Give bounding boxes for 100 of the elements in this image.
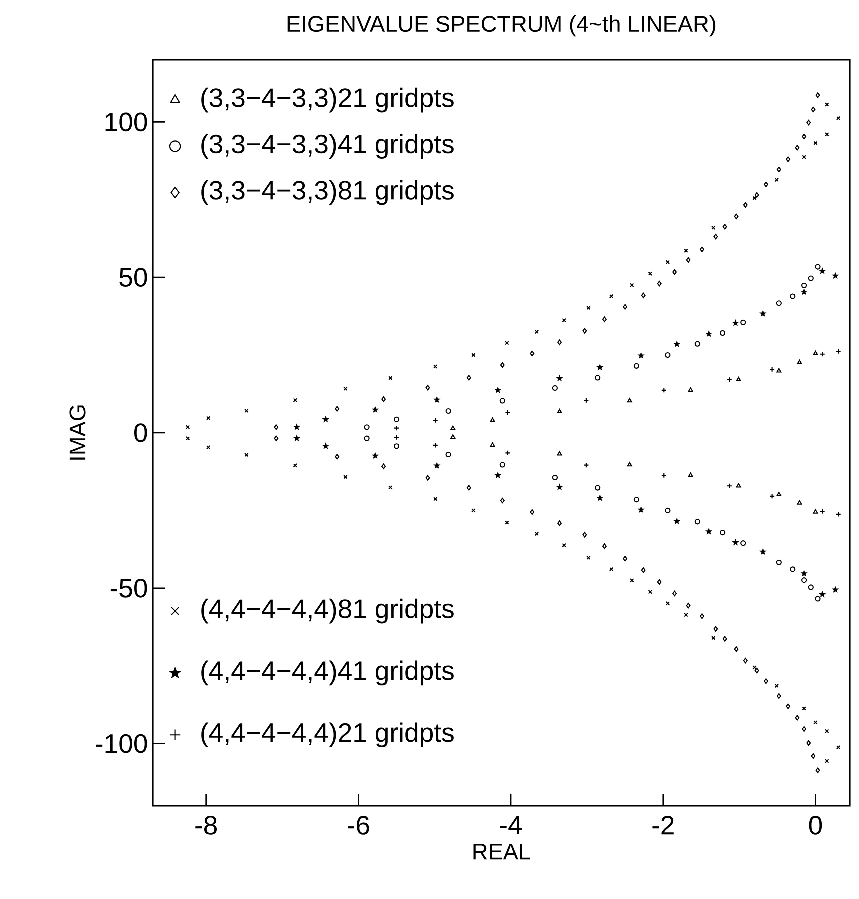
point — [754, 668, 760, 674]
point — [500, 498, 505, 504]
point — [825, 759, 830, 764]
point — [558, 340, 562, 346]
point — [740, 540, 746, 546]
point — [500, 462, 506, 468]
y-tick-label: 100 — [106, 112, 148, 132]
point — [244, 408, 249, 414]
point — [712, 226, 716, 230]
point — [472, 508, 476, 513]
point — [811, 753, 816, 760]
point — [364, 424, 370, 430]
point — [815, 264, 821, 270]
y-tick-label: 50 — [120, 268, 148, 288]
point — [802, 706, 806, 711]
point — [432, 418, 438, 424]
point — [641, 292, 646, 298]
point — [584, 462, 590, 468]
point — [534, 330, 540, 334]
point — [666, 602, 670, 606]
point — [648, 590, 653, 594]
point — [657, 579, 662, 585]
point — [806, 740, 812, 746]
point — [740, 320, 746, 326]
point — [764, 182, 768, 188]
point — [752, 666, 757, 670]
point — [726, 483, 732, 489]
point — [743, 658, 748, 664]
point — [686, 257, 691, 263]
legend-label: (4,4−4−4,4)81 gridpts — [202, 598, 454, 624]
point — [505, 520, 510, 525]
point — [466, 485, 472, 491]
point — [335, 406, 340, 412]
point — [293, 398, 298, 402]
point — [802, 134, 807, 140]
point — [811, 106, 816, 113]
point — [694, 519, 700, 525]
point — [802, 726, 807, 732]
point — [790, 566, 796, 572]
point — [388, 376, 393, 380]
point — [595, 485, 601, 491]
point — [586, 306, 591, 310]
point — [786, 704, 791, 710]
point — [293, 463, 298, 468]
point — [562, 318, 566, 323]
point — [786, 156, 791, 162]
point — [776, 166, 782, 173]
point — [720, 330, 726, 336]
point — [446, 452, 452, 458]
point — [813, 509, 818, 514]
point — [795, 145, 800, 151]
point — [776, 693, 782, 700]
point — [797, 500, 802, 505]
point — [814, 141, 818, 146]
point — [534, 532, 540, 536]
point — [726, 377, 732, 383]
point — [770, 494, 776, 500]
x-tick-label: -2 — [652, 816, 674, 835]
point — [770, 366, 776, 372]
point — [743, 202, 748, 208]
x-axis-title: REAL — [474, 844, 530, 860]
point — [641, 568, 646, 574]
point — [186, 425, 190, 430]
point — [609, 567, 614, 572]
point — [530, 350, 535, 357]
point — [813, 350, 818, 356]
point — [774, 684, 780, 688]
point — [774, 178, 780, 182]
point — [630, 578, 634, 583]
point — [602, 544, 607, 550]
point — [686, 603, 691, 609]
point — [530, 509, 535, 516]
point — [815, 596, 821, 602]
point — [720, 530, 726, 536]
point — [426, 475, 430, 481]
point — [808, 584, 814, 590]
point — [490, 418, 496, 422]
point — [684, 613, 688, 618]
point — [595, 375, 601, 381]
point — [344, 386, 348, 391]
point — [648, 272, 653, 276]
point — [776, 368, 782, 373]
point — [836, 745, 841, 750]
point — [700, 246, 704, 252]
point — [722, 636, 728, 642]
point — [734, 214, 739, 220]
point — [665, 508, 671, 514]
point — [634, 363, 640, 369]
point — [388, 486, 393, 490]
point — [394, 416, 400, 422]
legend-label: (3,3−4−3,3)21 gridpts — [202, 88, 454, 113]
point — [661, 388, 667, 394]
x-tick-label: -8 — [196, 816, 218, 835]
point — [836, 512, 842, 518]
point — [634, 497, 640, 503]
point — [500, 362, 505, 368]
point — [586, 556, 591, 560]
point — [382, 464, 386, 470]
point — [736, 377, 742, 382]
point — [795, 715, 800, 721]
